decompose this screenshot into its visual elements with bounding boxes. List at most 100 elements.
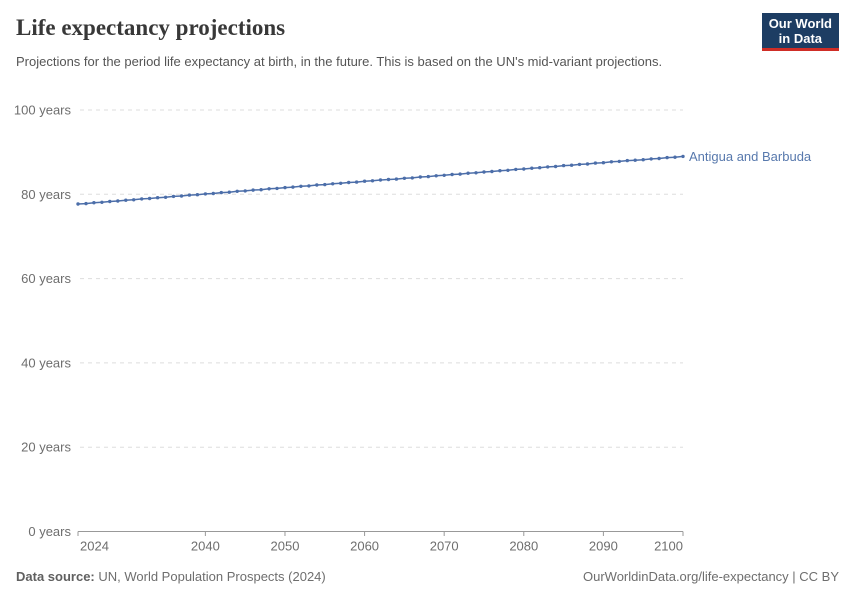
data-point — [283, 185, 287, 190]
page-title: Life expectancy projections — [16, 15, 286, 40]
data-point — [617, 159, 621, 164]
data-point — [546, 165, 550, 169]
data-source-label: Data source: — [16, 569, 95, 584]
data-point — [522, 167, 526, 171]
data-point — [530, 166, 534, 170]
data-point — [561, 163, 566, 168]
data-point — [100, 200, 104, 204]
data-point — [609, 160, 614, 164]
y-axis-tick-label: 0 years — [28, 524, 71, 539]
owid-logo-line1: Our World — [768, 16, 832, 31]
data-point — [553, 164, 558, 169]
y-axis-tick-label: 100 years — [14, 103, 72, 118]
data-point — [402, 176, 407, 180]
data-point — [673, 155, 677, 159]
data-point — [227, 190, 231, 194]
y-axis-tick-label: 40 years — [21, 355, 71, 370]
owid-logo-line2: in Data — [778, 31, 823, 46]
data-point — [506, 168, 510, 172]
data-point — [291, 185, 295, 189]
y-axis-tick-label: 80 years — [21, 187, 71, 202]
data-point — [394, 177, 399, 181]
data-point — [410, 176, 414, 180]
data-point — [315, 183, 319, 187]
footer-link[interactable]: OurWorldinData.org/life-expectancy | CC … — [582, 569, 839, 584]
x-axis-tick-label: 2024 — [80, 539, 109, 554]
data-point — [370, 179, 375, 183]
data-point — [323, 182, 327, 187]
data-point — [514, 167, 518, 172]
owid-logo[interactable]: Our World in Data — [761, 13, 839, 51]
data-point — [140, 197, 144, 201]
data-point — [601, 161, 606, 165]
x-axis-tick-label: 2100 — [654, 539, 683, 554]
data-point — [482, 170, 486, 174]
x-axis-tick-label: 2090 — [589, 539, 618, 554]
data-point — [418, 175, 422, 179]
data-point — [498, 169, 502, 173]
data-point — [665, 155, 669, 160]
data-point — [211, 191, 215, 196]
data-point — [116, 199, 120, 203]
data-point — [362, 179, 367, 183]
data-point — [275, 186, 279, 191]
data-point — [339, 181, 343, 185]
data-point — [649, 157, 653, 161]
data-point — [434, 174, 438, 178]
data-point — [179, 194, 184, 198]
data-point — [458, 172, 462, 176]
x-axis-tick-label: 2080 — [509, 539, 538, 554]
data-source-text: UN, World Population Prospects (2024) — [94, 569, 326, 584]
data-point — [354, 180, 359, 184]
data-point — [132, 198, 136, 202]
data-point — [681, 154, 685, 159]
data-point — [251, 188, 255, 192]
x-axis-tick-label: 2060 — [350, 539, 379, 554]
data-point — [259, 188, 263, 192]
data-point — [92, 201, 96, 205]
data-point — [490, 169, 494, 174]
data-point — [155, 196, 160, 200]
data-point — [378, 178, 383, 182]
data-point — [163, 195, 168, 199]
data-point — [299, 184, 303, 188]
data-point — [538, 166, 542, 170]
y-axis-tick-label: 20 years — [21, 440, 71, 455]
x-axis-tick-label: 2050 — [271, 539, 300, 554]
data-point — [76, 202, 80, 206]
data-point — [569, 163, 574, 167]
data-points — [76, 154, 685, 206]
data-point — [657, 156, 661, 161]
data-point — [124, 198, 128, 202]
data-point — [187, 193, 192, 197]
data-point — [108, 199, 112, 204]
data-source-note: Data source: UN, World Population Prospe… — [16, 569, 326, 584]
x-axis-tick-label: 2040 — [191, 539, 220, 554]
data-point — [347, 180, 351, 185]
data-point — [474, 171, 478, 175]
data-point — [171, 194, 176, 199]
data-point — [633, 158, 637, 162]
chart-subtitle: Projections for the period life expectan… — [16, 54, 663, 69]
data-point — [243, 189, 247, 193]
y-axis-tick-label: 60 years — [21, 271, 71, 286]
data-point — [450, 172, 454, 177]
data-point — [203, 192, 208, 196]
data-point — [331, 182, 335, 186]
data-point — [195, 193, 200, 197]
data-point — [625, 158, 629, 163]
data-point — [219, 190, 223, 195]
data-point — [593, 161, 598, 165]
data-point — [426, 174, 430, 179]
data-point — [267, 187, 271, 191]
data-point — [442, 173, 446, 177]
chart-footer: Data source: UN, World Population Prospe… — [16, 569, 839, 584]
data-point — [386, 177, 391, 182]
entity-label[interactable]: Antigua and Barbuda — [689, 149, 812, 164]
data-point — [466, 171, 470, 175]
data-point — [147, 196, 152, 201]
data-point — [641, 158, 645, 162]
data-point — [307, 184, 311, 188]
x-axis-tick-label: 2070 — [430, 539, 459, 554]
